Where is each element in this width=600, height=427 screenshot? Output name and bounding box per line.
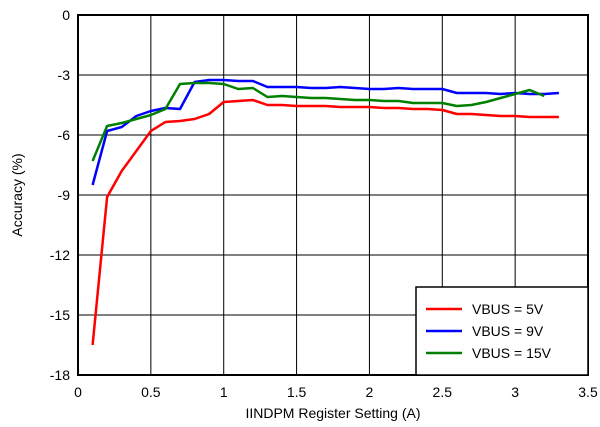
y-axis-label: Accuracy (%)	[9, 153, 25, 236]
legend-entry: VBUS = 5V	[472, 301, 544, 317]
x-tick-label: 0	[74, 384, 82, 400]
y-tick-label: -9	[58, 187, 71, 203]
y-tick-label: -15	[50, 307, 70, 323]
y-tick-label: -3	[58, 67, 71, 83]
y-tick-label: -6	[58, 127, 71, 143]
legend: VBUS = 5V VBUS = 9V VBUS = 15V	[415, 286, 589, 376]
legend-entry: VBUS = 15V	[472, 345, 552, 361]
x-tick-label: 1.5	[287, 384, 307, 400]
x-tick-label: 2	[366, 384, 374, 400]
x-tick-label: 3	[511, 384, 519, 400]
x-tick-label: 0.5	[141, 384, 161, 400]
series-line-2	[91, 81, 545, 162]
y-tick-label: -18	[50, 367, 70, 383]
x-tick-label: 2.5	[433, 384, 453, 400]
legend-entry: VBUS = 9V	[472, 323, 544, 339]
x-tick-labels: 0 0.5 1 1.5 2 2.5 3 3.5	[74, 384, 598, 400]
x-axis-label: IINDPM Register Setting (A)	[245, 405, 420, 421]
x-tick-label: 3.5	[578, 384, 598, 400]
series-lines	[91, 78, 559, 346]
x-tick-label: 1	[220, 384, 228, 400]
y-tick-label: 0	[62, 7, 70, 23]
series-line-0	[91, 98, 559, 346]
y-tick-label: -12	[50, 247, 70, 263]
series-line-1	[91, 78, 559, 186]
plot-frame	[77, 14, 589, 376]
y-tick-labels: 0 -3 -6 -9 -12 -15 -18	[50, 7, 70, 383]
